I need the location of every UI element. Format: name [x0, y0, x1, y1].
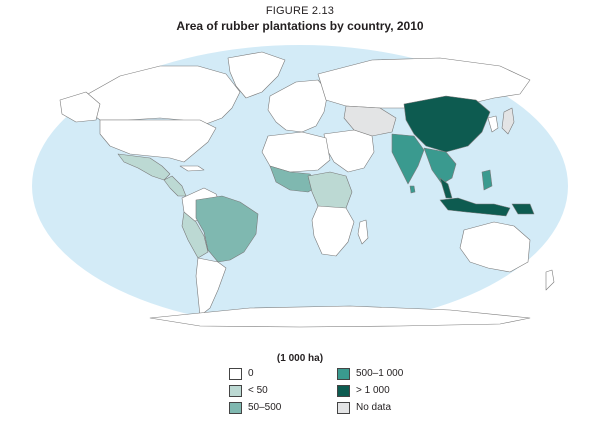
legend-swatch-500-1000: [337, 367, 350, 380]
figure-label: FIGURE 2.13: [265, 5, 335, 17]
madagascar: [357, 219, 369, 245]
alaska: [59, 91, 101, 123]
japan: [501, 107, 515, 135]
figure-title: Area of rubber plantations by country, 2…: [176, 19, 424, 33]
southern-cone: [195, 257, 227, 317]
legend-label-50-500: 50–500: [248, 402, 282, 413]
philippines: [481, 169, 493, 191]
legend-label-less-than-50: < 50: [248, 385, 268, 396]
new-zealand: [545, 269, 555, 291]
australia: [459, 221, 531, 273]
legend-label-500-1000: 500–1 000: [356, 368, 404, 379]
legend-swatch-zero: [229, 367, 242, 380]
korea: [487, 115, 499, 133]
central-asia: [343, 105, 397, 137]
legend-swatch-over-1000: [337, 384, 350, 397]
canada: [83, 65, 241, 125]
greenland: [227, 51, 286, 99]
united-states: [99, 119, 217, 163]
peru-bolivia: [181, 211, 209, 259]
legend-item-no-data: No data: [337, 401, 391, 414]
legend-item-less-than-50: < 50: [229, 384, 268, 397]
legend-item-500-1000: 500–1 000: [337, 367, 403, 380]
legend-swatch-less-than-50: [229, 384, 242, 397]
sri-lanka: [409, 185, 416, 194]
southern-africa: [311, 205, 355, 257]
caribbean: [179, 165, 205, 172]
legend-item-50-500: 50–500: [229, 401, 281, 414]
papua-new-guinea: [511, 203, 535, 215]
legend-title: (1 000 ha): [276, 353, 324, 364]
europe: [267, 79, 329, 133]
legend-label-over-1000: > 1 000: [356, 385, 390, 396]
brazil: [195, 195, 259, 263]
malay-peninsula: [439, 177, 453, 199]
indonesia: [439, 197, 511, 217]
legend-label-zero: 0: [248, 368, 254, 379]
legend-swatch-50-500: [229, 401, 242, 414]
legend-label-no-data: No data: [356, 402, 392, 413]
legend-swatch-no-data: [337, 401, 350, 414]
antarctica: [149, 305, 531, 328]
world-map: [32, 45, 568, 328]
legend-item-over-1000: > 1 000: [337, 384, 390, 397]
india: [391, 133, 425, 185]
china: [403, 95, 491, 153]
mainland-southeast-asia: [423, 147, 457, 185]
legend-item-zero: 0: [229, 367, 254, 380]
north-africa: [261, 131, 331, 173]
